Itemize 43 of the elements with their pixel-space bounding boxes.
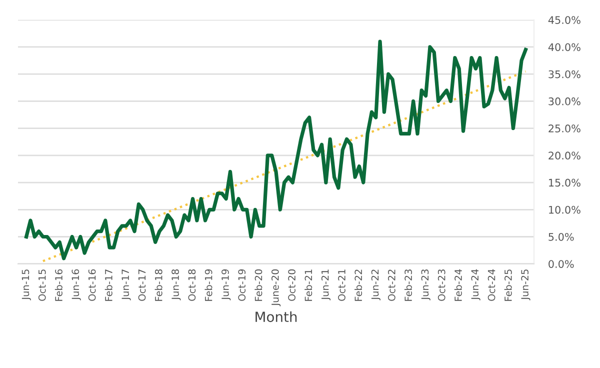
x-tick-label: Oct-24 bbox=[488, 269, 496, 301]
y-tick-label: 25.0% bbox=[548, 124, 580, 132]
y-tick-label: 0.0% bbox=[548, 260, 574, 268]
y-tick-label: 15.0% bbox=[549, 178, 580, 187]
x-tick-label: Feb-18 bbox=[154, 269, 162, 301]
x-tick-label: Feb-20 bbox=[254, 269, 262, 301]
x-tick-label: Feb-24 bbox=[454, 269, 462, 301]
y-tick-label: 30.0% bbox=[548, 97, 580, 106]
x-tick-label: Jun-23 bbox=[421, 269, 430, 300]
x-tick-label: Oct-19 bbox=[238, 269, 246, 301]
y-tick-label: 10.0% bbox=[549, 206, 580, 214]
x-tick-label: Feb-17 bbox=[104, 270, 112, 301]
x-tick-label: Jun-16 bbox=[72, 269, 81, 300]
y-tick-label: 45.0% bbox=[548, 16, 580, 24]
x-tick-label: Jun-17 bbox=[122, 270, 131, 300]
x-tick-label: Jun-18 bbox=[172, 269, 181, 300]
x-tick-label: Oct-23 bbox=[438, 269, 446, 301]
x-tick-label: Feb-25 bbox=[504, 270, 512, 301]
y-tick-label: 40.0% bbox=[548, 43, 580, 52]
y-tick-label: 35.0% bbox=[548, 70, 580, 78]
x-tick-label: Oct-18 bbox=[188, 269, 196, 301]
x-tick-label: Jun-15 bbox=[22, 270, 31, 300]
y-tick-label: 20.0% bbox=[548, 152, 580, 160]
x-tick-label: Oct-15 bbox=[38, 270, 46, 301]
x-tick-label: Feb-21 bbox=[304, 270, 312, 301]
x-tick-label: Jun-25 bbox=[521, 270, 530, 300]
x-axis-title: Month bbox=[256, 311, 297, 322]
x-tick-label: Oct-20 bbox=[288, 269, 296, 301]
x-tick-label: Feb-22 bbox=[354, 270, 362, 301]
x-tick-label: Oct-16 bbox=[88, 269, 96, 301]
x-tick-label: Feb-16 bbox=[54, 269, 62, 301]
x-tick-label: Feb-19 bbox=[204, 269, 212, 301]
x-tick-label: Jun-19 bbox=[222, 269, 231, 300]
y-tick-label: 5.0% bbox=[548, 232, 574, 241]
x-tick-label: Oct-22 bbox=[388, 270, 396, 301]
x-tick-label: Jun-21 bbox=[321, 270, 331, 300]
x-tick-label: Jun-24 bbox=[471, 269, 480, 300]
x-tick-label: Feb-23 bbox=[404, 269, 412, 301]
x-tick-label: Oct-21 bbox=[338, 270, 346, 301]
x-tick-label: Jun-22 bbox=[371, 270, 380, 300]
line-series bbox=[24, 40, 528, 260]
x-tick-label: June-20 bbox=[271, 269, 281, 306]
x-tick-label: Oct-17 bbox=[138, 270, 146, 301]
